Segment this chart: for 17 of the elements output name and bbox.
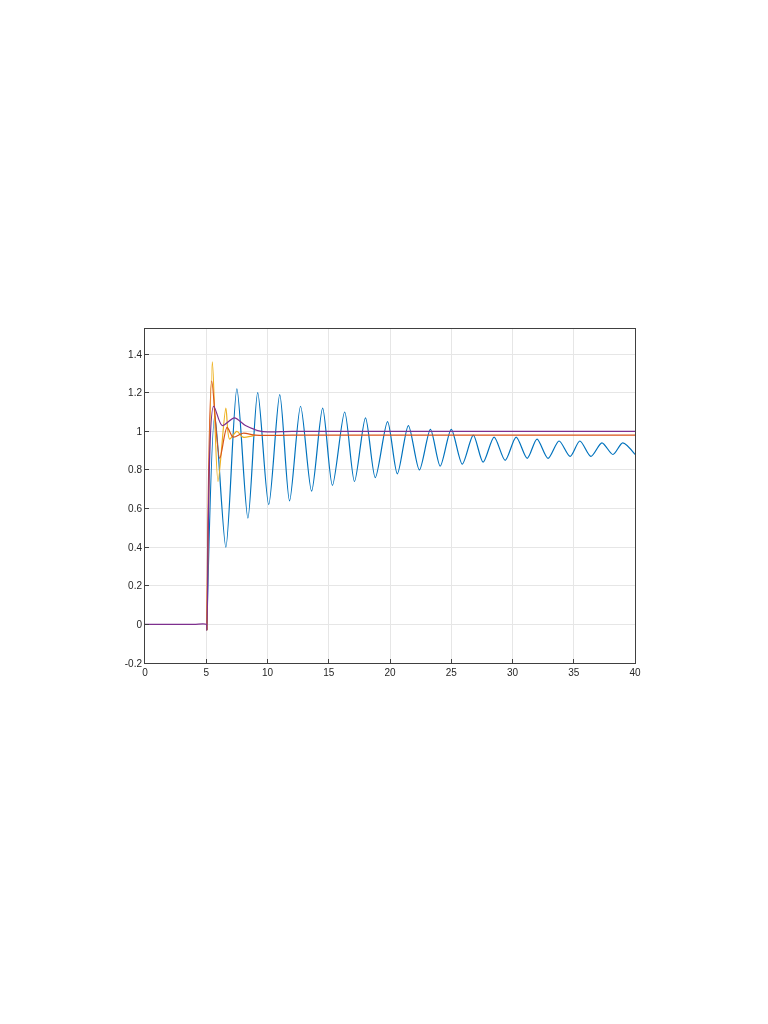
x-tick-label: 20 [384, 667, 396, 678]
y-tick-label: -0.2 [124, 657, 143, 669]
x-tick-label: 25 [445, 667, 458, 678]
x-tick-label: 10 [261, 667, 274, 678]
x-tick-label: 30 [506, 667, 519, 678]
y-tick-label: 1 [136, 425, 143, 437]
y-tick-label: 1.4 [128, 348, 143, 360]
x-tick-label: 15 [323, 667, 335, 678]
x-tick-label: 5 [203, 667, 210, 678]
x-tick-label: 35 [568, 667, 580, 678]
y-tick-label: 0.6 [128, 503, 143, 515]
y-tick-label: 1.2 [128, 387, 143, 399]
y-tick-label: 0.2 [128, 580, 143, 592]
y-tick-label: 0 [136, 618, 143, 630]
x-tick-label: 40 [629, 667, 641, 678]
y-tick-label: 0.8 [128, 464, 143, 476]
y-tick-label: 0.4 [128, 541, 143, 553]
